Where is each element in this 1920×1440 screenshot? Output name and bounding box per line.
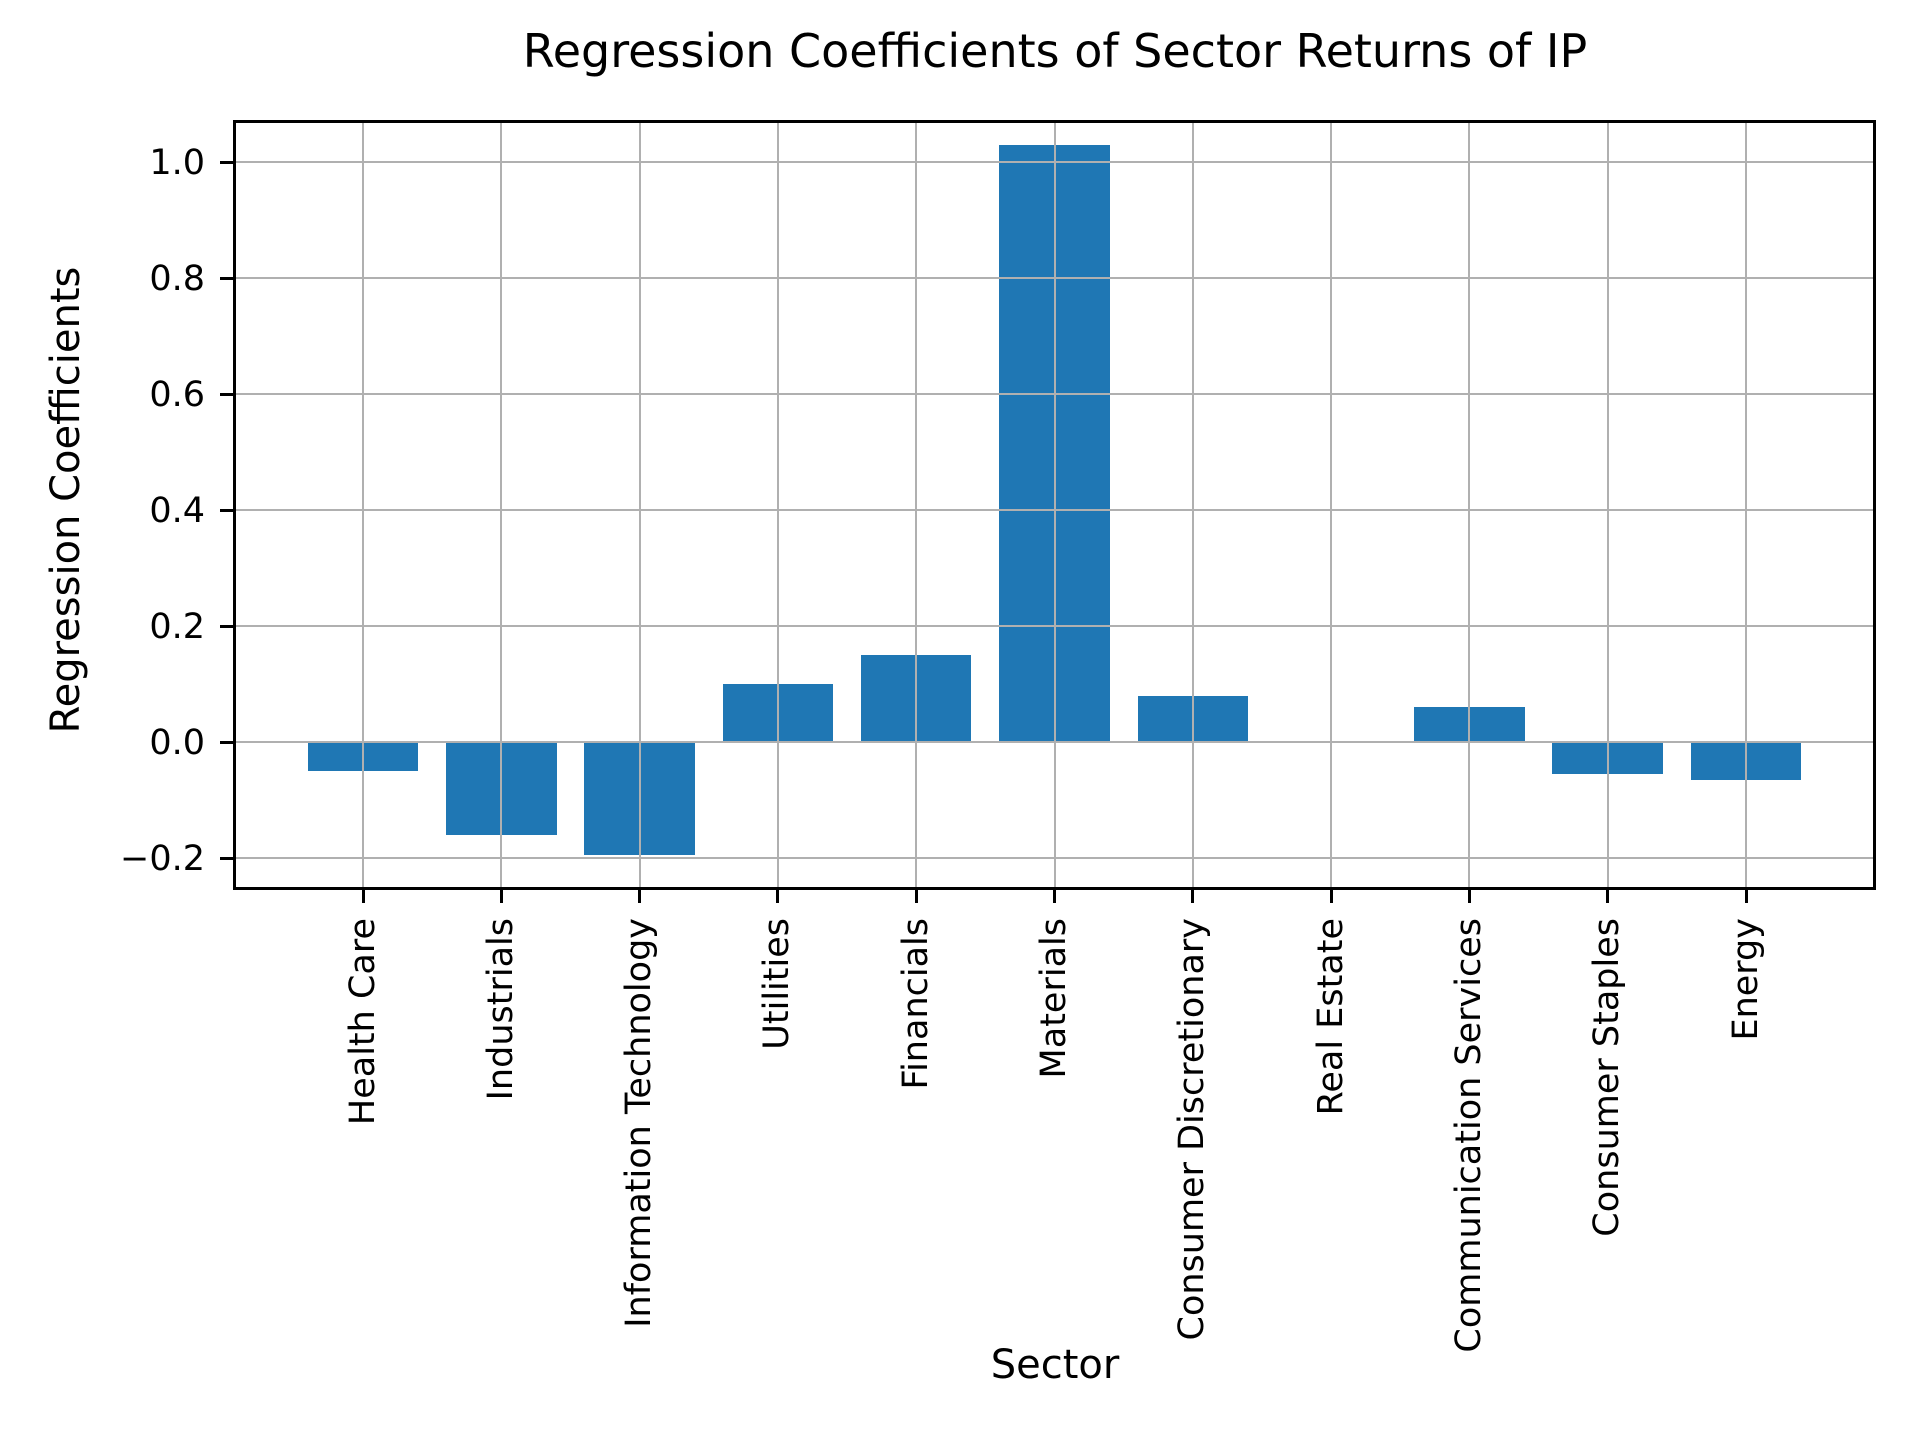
- x-tick-materials: [1053, 890, 1056, 903]
- y-tick-−0.2: [220, 856, 233, 860]
- x-tick-consumer-staples: [1606, 890, 1610, 903]
- x-tick-label-text-industrials: Industrials: [480, 918, 521, 1101]
- v-gridline-industrials: [500, 120, 503, 890]
- x-tick-real-estate: [1329, 890, 1333, 903]
- x-tick-label-text-energy: Energy: [1725, 918, 1766, 1041]
- x-tick-consumer-discretionary: [1191, 890, 1195, 903]
- v-gridline-utilities: [776, 120, 779, 890]
- x-tick-utilities: [776, 890, 780, 903]
- x-tick-label-text-consumer-discretionary: Consumer Discretionary: [1172, 918, 1213, 1341]
- y-tick-label-−0.2: −0.2: [120, 839, 205, 880]
- y-tick-0.2: [220, 624, 233, 628]
- v-gridline-energy: [1745, 120, 1747, 890]
- x-tick-information-technology: [638, 890, 642, 903]
- x-tick-communication-services: [1467, 890, 1471, 903]
- y-tick-0.8: [220, 276, 233, 280]
- x-tick-energy: [1744, 890, 1748, 903]
- x-tick-industrials: [499, 890, 503, 903]
- v-gridline-consumer-discretionary: [1191, 120, 1194, 890]
- v-gridline-consumer-staples: [1606, 120, 1609, 890]
- v-gridline-real-estate: [1330, 120, 1333, 890]
- chart-title: Regression Coefficients of Sector Return…: [522, 24, 1588, 78]
- y-tick-0.6: [220, 392, 233, 396]
- x-tick-label-text-consumer-staples: Consumer Staples: [1587, 918, 1628, 1237]
- y-tick-label-0.0: 0.0: [149, 723, 205, 764]
- x-tick-financials: [914, 890, 918, 903]
- x-tick-label-text-utilities: Utilities: [757, 918, 798, 1050]
- y-tick-1.0: [220, 160, 233, 164]
- y-tick-label-0.2: 0.2: [149, 607, 205, 648]
- v-gridline-materials: [1053, 120, 1056, 890]
- v-gridline-financials: [915, 120, 918, 890]
- x-tick-label-text-health-care: Health Care: [342, 918, 383, 1126]
- x-tick-label-text-financials: Financials: [895, 918, 936, 1090]
- x-tick-health-care: [361, 890, 365, 903]
- y-tick-label-0.8: 0.8: [149, 259, 205, 300]
- x-axis-label: Sector: [990, 1342, 1120, 1388]
- x-tick-label-text-information-technology: Information Technology: [619, 918, 660, 1328]
- v-gridline-information-technology: [638, 120, 641, 890]
- x-tick-label-text-real-estate: Real Estate: [1310, 918, 1351, 1116]
- x-tick-label-text-communication-services: Communication Services: [1448, 918, 1489, 1353]
- v-gridline-communication-services: [1468, 120, 1471, 890]
- y-tick-0.4: [220, 508, 233, 512]
- x-tick-label-text-materials: Materials: [1034, 918, 1074, 1079]
- y-tick-label-0.4: 0.4: [149, 491, 205, 532]
- y-tick-label-0.6: 0.6: [149, 375, 205, 416]
- v-gridline-health-care: [362, 120, 364, 890]
- y-tick-0.0: [220, 740, 233, 744]
- y-tick-label-1.0: 1.0: [149, 143, 205, 184]
